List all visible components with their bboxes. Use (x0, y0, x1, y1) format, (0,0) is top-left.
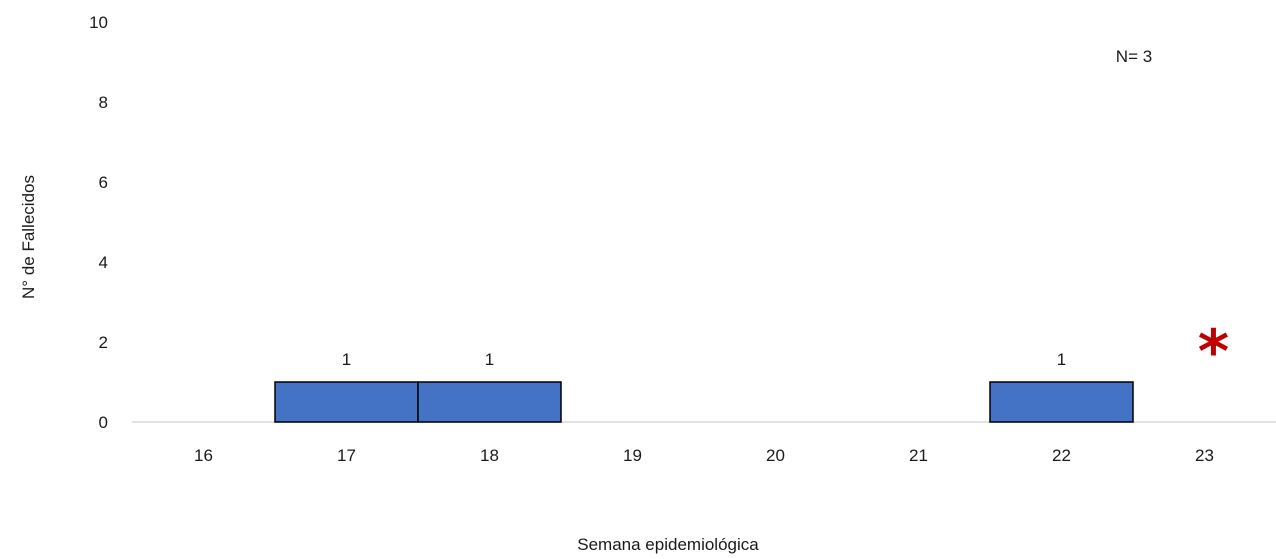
y-tick-label: 4 (99, 253, 108, 272)
bar-value-label: 1 (485, 350, 494, 369)
y-tick-label: 6 (99, 173, 108, 192)
y-tick-label: 0 (99, 413, 108, 432)
y-axis-title: N° de Fallecidos (19, 175, 38, 299)
x-tick-label: 16 (194, 446, 213, 465)
asterisk-marker: * (1198, 317, 1229, 387)
x-tick-label: 22 (1052, 446, 1071, 465)
bar-17 (274, 381, 419, 423)
y-tick-label: 2 (99, 333, 108, 352)
bar-value-label: 1 (342, 350, 351, 369)
bar-18 (417, 381, 562, 423)
x-axis-title: Semana epidemiológica (577, 535, 759, 554)
x-tick-label: 23 (1195, 446, 1214, 465)
x-tick-label: 20 (766, 446, 785, 465)
bar-labels: 1 1 1 (342, 350, 1066, 369)
sample-size-annotation: N= 3 (1116, 47, 1152, 66)
bar-22 (989, 381, 1134, 423)
x-tick-label: 17 (337, 446, 356, 465)
bar-value-label: 1 (1057, 350, 1066, 369)
y-tick-label: 8 (99, 93, 108, 112)
bars (274, 381, 1134, 423)
x-tick-label: 21 (909, 446, 928, 465)
x-tick-label: 19 (623, 446, 642, 465)
y-tick-label: 10 (89, 13, 108, 32)
x-tick-label: 18 (480, 446, 499, 465)
y-axis-ticks: 0 2 4 6 8 10 (89, 13, 108, 432)
x-axis-ticks: 16 17 18 19 20 21 22 23 (194, 446, 1214, 465)
